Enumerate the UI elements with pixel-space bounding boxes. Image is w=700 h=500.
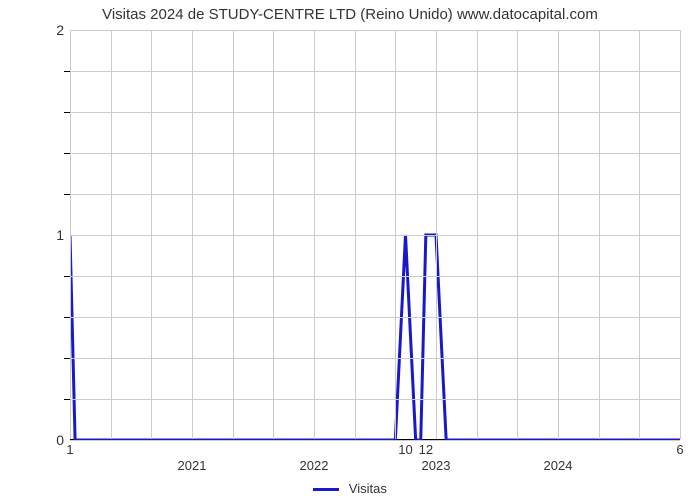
plot-area <box>70 30 680 440</box>
gridline-h-minor <box>70 112 680 113</box>
y-minor-tick <box>64 358 70 359</box>
y-tick-label: 1 <box>34 227 64 243</box>
gridline-h-minor <box>70 71 680 72</box>
gridline-h-minor <box>70 399 680 400</box>
gridline-h-minor <box>70 317 680 318</box>
legend-label: Visitas <box>349 481 387 496</box>
x-tick-label: 12 <box>419 442 433 457</box>
x-tick-label-year: 2023 <box>422 458 451 473</box>
gridline-h-minor <box>70 358 680 359</box>
gridline-h-minor <box>70 153 680 154</box>
gridline-h-minor <box>70 276 680 277</box>
x-tick-label-year: 2021 <box>178 458 207 473</box>
legend-swatch <box>313 488 339 491</box>
y-minor-tick <box>64 112 70 113</box>
gridline-h <box>70 235 680 236</box>
x-tick-label: 6 <box>676 442 683 457</box>
x-tick-label-year: 2024 <box>544 458 573 473</box>
y-tick-label: 0 <box>34 432 64 448</box>
chart-title: Visitas 2024 de STUDY-CENTRE LTD (Reino … <box>0 6 700 23</box>
x-tick-label: 1 <box>66 442 73 457</box>
y-minor-tick <box>64 276 70 277</box>
y-minor-tick <box>64 194 70 195</box>
gridline-h <box>70 30 680 31</box>
y-minor-tick <box>64 153 70 154</box>
y-minor-tick <box>64 317 70 318</box>
gridline-h-minor <box>70 194 680 195</box>
y-minor-tick <box>64 399 70 400</box>
x-tick-label-year: 2022 <box>300 458 329 473</box>
x-tick-label: 10 <box>398 442 412 457</box>
gridline-v <box>680 30 681 439</box>
y-minor-tick <box>64 71 70 72</box>
y-tick-label: 2 <box>34 22 64 38</box>
gridline-h <box>70 440 680 441</box>
legend: Visitas <box>0 481 700 496</box>
